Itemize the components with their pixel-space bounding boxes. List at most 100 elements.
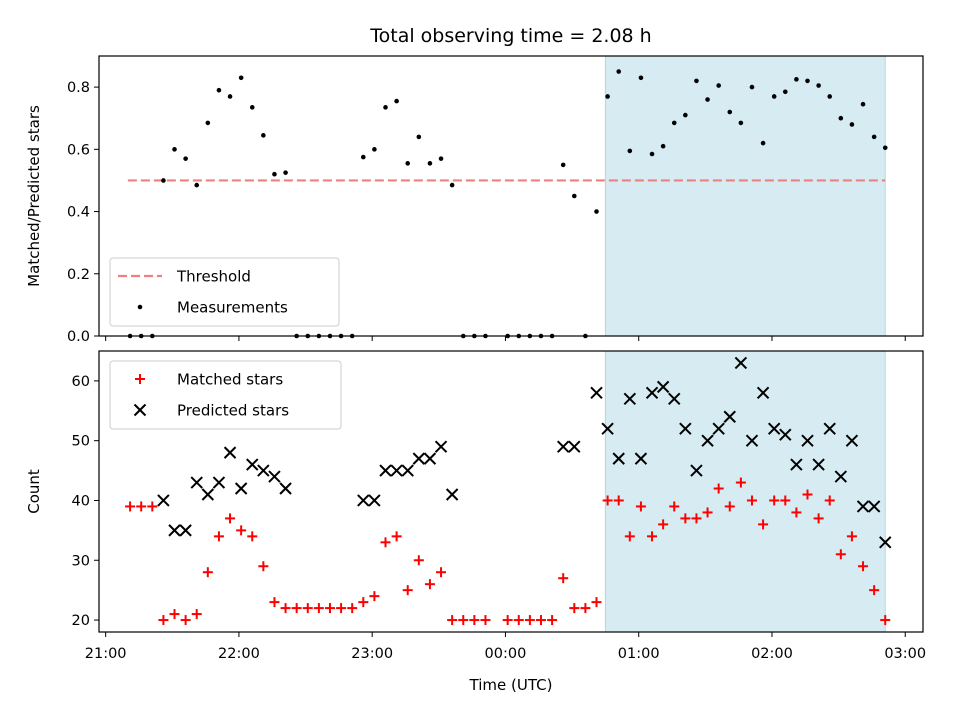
matched-star-point-32 xyxy=(480,615,491,626)
x-axis-label: Time (UTC) xyxy=(469,676,553,694)
predicted-star-point-14 xyxy=(379,464,392,477)
measurement-point-41 xyxy=(594,209,599,214)
measurement-point-38 xyxy=(560,162,566,168)
matched-star-point-37 xyxy=(547,615,558,626)
count-highlight-span xyxy=(604,350,886,633)
predicted-star-point-16 xyxy=(401,464,414,477)
measurement-point-62 xyxy=(827,94,833,99)
x-tick-label-6: 03:00 xyxy=(884,646,926,662)
predicted-star-point-36-stroke-b xyxy=(734,356,748,370)
matched-star-point-13 xyxy=(269,597,280,608)
legend-matched-stars-handle xyxy=(135,374,145,384)
matched-star-point-2 xyxy=(147,501,158,512)
predicted-star-point-17-stroke-b xyxy=(412,452,426,465)
predicted-star-point-18 xyxy=(423,452,437,465)
matched-star-point-30 xyxy=(458,615,469,626)
predicted-star-point-4-stroke-b xyxy=(201,488,215,501)
predicted-star-point-16-stroke-b xyxy=(401,464,414,477)
matched-star-point-57 xyxy=(769,495,780,506)
measurement-point-48 xyxy=(671,120,677,126)
predicted-star-point-1-stroke-b xyxy=(168,524,181,537)
measurement-point-50 xyxy=(694,78,699,84)
x-tick-label-3: 00:00 xyxy=(485,646,527,662)
predicted-star-point-20 xyxy=(445,488,459,501)
predicted-star-point-47-stroke-b xyxy=(856,500,870,513)
predicted-star-point-43 xyxy=(812,458,825,471)
predicted-star-point-31-stroke-b xyxy=(679,422,692,435)
predicted-star-point-7-stroke-b xyxy=(234,482,248,495)
predicted-star-point-34-stroke-b xyxy=(712,422,725,435)
matched-star-point-41 xyxy=(591,597,602,608)
matched-star-point-6 xyxy=(191,609,202,620)
predicted-star-point-8 xyxy=(246,458,259,471)
matched-star-point-62 xyxy=(824,495,835,506)
measurement-point-47 xyxy=(660,143,666,149)
matched-star-point-58 xyxy=(780,495,791,506)
ratio-legend-box xyxy=(109,257,340,327)
matched-star-point-39 xyxy=(569,603,580,614)
measurement-point-55 xyxy=(749,84,755,90)
count-y-axis-label: Count xyxy=(25,469,43,514)
predicted-star-point-36 xyxy=(734,356,748,370)
matched-star-point-49 xyxy=(680,513,691,524)
predicted-star-point-41-stroke-b xyxy=(790,458,803,471)
matched-star-point-1 xyxy=(136,501,147,512)
ratio-y-tick-label-0: 0.0 xyxy=(67,329,90,345)
matched-star-point-8 xyxy=(213,531,224,542)
matched-star-point-42 xyxy=(602,495,613,506)
count-axes-frame xyxy=(98,350,924,633)
matched-star-point-29 xyxy=(447,615,458,626)
predicted-star-point-39 xyxy=(767,422,781,435)
measurement-point-27 xyxy=(427,161,433,166)
matched-star-point-61 xyxy=(813,513,824,524)
predicted-star-point-24-stroke-b xyxy=(601,422,614,435)
legend-measurements-handle xyxy=(137,304,143,310)
measurement-point-53 xyxy=(727,109,733,115)
matched-star-point-3 xyxy=(158,615,169,626)
measurement-point-67 xyxy=(882,145,888,151)
predicted-star-point-48 xyxy=(867,500,881,513)
matched-star-point-44 xyxy=(624,531,635,542)
predicted-star-point-30 xyxy=(668,392,681,406)
matched-star-point-5 xyxy=(180,615,191,626)
matched-star-point-54 xyxy=(735,477,746,488)
measurement-point-6 xyxy=(194,182,200,188)
predicted-star-point-19-stroke-b xyxy=(434,440,448,453)
matched-star-point-20 xyxy=(347,603,358,614)
measurement-point-12 xyxy=(261,133,266,138)
predicted-star-point-32 xyxy=(690,464,703,477)
legend-predicted-stars-handle xyxy=(133,403,147,417)
measurement-point-23 xyxy=(383,105,388,110)
matched-star-point-67 xyxy=(880,615,891,626)
predicted-star-point-22-stroke-b xyxy=(568,440,581,453)
ratio-y-tick-label-2: 0.4 xyxy=(67,205,90,221)
legend-predicted-stars-handle-stroke-b xyxy=(133,403,147,417)
predicted-star-point-6-stroke-b xyxy=(223,446,237,459)
matched-star-point-45 xyxy=(635,501,646,512)
predicted-star-point-9-stroke-b xyxy=(257,464,270,477)
measurement-point-14 xyxy=(283,170,288,175)
matched-star-point-7 xyxy=(202,567,213,578)
predicted-star-point-47 xyxy=(856,500,870,513)
predicted-star-point-1 xyxy=(168,524,181,537)
measurement-point-21 xyxy=(361,154,366,160)
measurement-point-54 xyxy=(738,120,744,126)
predicted-star-point-42-stroke-b xyxy=(801,434,814,447)
measurement-point-24 xyxy=(394,98,399,104)
predicted-star-point-31 xyxy=(679,422,692,435)
matched-star-point-64 xyxy=(846,531,857,542)
matched-star-point-53 xyxy=(724,501,735,512)
measurement-point-5 xyxy=(183,156,188,161)
predicted-star-point-49-stroke-b xyxy=(879,536,892,549)
matched-star-point-24 xyxy=(391,531,402,542)
matched-star-point-27 xyxy=(424,579,435,590)
matched-star-point-56 xyxy=(758,519,769,530)
legend-matched-stars-label: Matched stars xyxy=(177,371,283,389)
matched-star-point-12 xyxy=(258,561,269,572)
measurement-point-52 xyxy=(716,83,721,88)
predicted-star-point-7 xyxy=(234,482,248,495)
matched-star-point-0 xyxy=(125,501,136,512)
predicted-star-point-15 xyxy=(390,464,403,477)
measurement-point-22 xyxy=(372,147,377,152)
